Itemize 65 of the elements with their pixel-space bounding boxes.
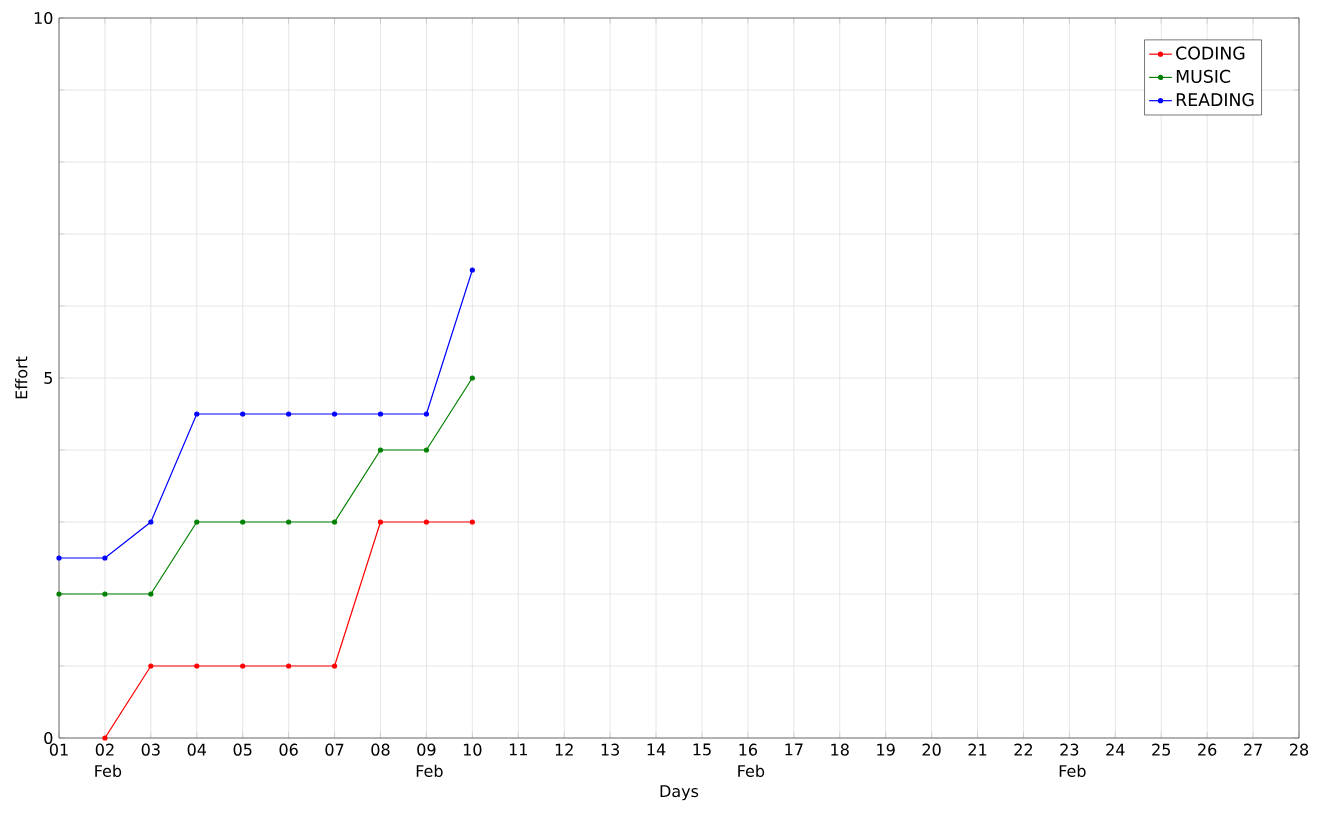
- point: [377, 411, 384, 417]
- point: [377, 519, 384, 525]
- point: [469, 375, 475, 381]
- legend-label: CODING: [1176, 46, 1245, 60]
- point: [56, 591, 62, 597]
- x-tick-label: 07: [325, 743, 344, 756]
- x-tick-label: 21: [968, 743, 987, 756]
- point: [194, 663, 200, 669]
- x-axis-title: Days: [660, 785, 699, 801]
- point: [102, 735, 108, 741]
- point: [286, 663, 292, 669]
- point: [240, 519, 246, 525]
- x-tick-label: 22: [1014, 743, 1033, 756]
- x-tick-label: 03: [141, 743, 160, 756]
- point: [102, 591, 108, 597]
- x-tick-label: 23 Feb: [1059, 743, 1086, 778]
- y-tick-label: 0: [44, 731, 53, 745]
- x-tick-label: 09 Feb: [416, 743, 443, 778]
- point: [240, 663, 246, 669]
- x-tick-label: 15: [693, 743, 711, 756]
- point: [423, 447, 430, 453]
- legend-label: MUSIC: [1176, 69, 1231, 83]
- point: [148, 519, 154, 525]
- x-tick-label: 24: [1106, 743, 1125, 756]
- point: [331, 519, 338, 525]
- point: [286, 411, 292, 417]
- x-tick-label: 02 Feb: [95, 743, 122, 778]
- point: [148, 663, 154, 669]
- point: [423, 519, 430, 525]
- x-tick-label: 17: [785, 743, 803, 756]
- point: [286, 519, 292, 525]
- x-tick-label: 18: [831, 743, 849, 756]
- legend-label: READING: [1176, 93, 1254, 107]
- x-tick-label: 01: [49, 743, 68, 756]
- x-tick-label: 12: [555, 743, 573, 756]
- point: [469, 267, 475, 273]
- x-tick-label: 10: [463, 743, 482, 756]
- point: [331, 411, 338, 417]
- x-tick-label: 14: [647, 743, 666, 756]
- x-tick-label: 04: [187, 743, 207, 756]
- point: [240, 411, 246, 417]
- x-tick-label: 06: [279, 743, 298, 756]
- x-tick-label: 05: [233, 743, 252, 756]
- x-tick-label: 16 Feb: [738, 743, 765, 778]
- x-tick-label: 13: [601, 743, 619, 756]
- x-tick-label: 25: [1152, 743, 1171, 756]
- point: [148, 591, 154, 597]
- point: [377, 447, 384, 453]
- point: [102, 555, 108, 561]
- y-tick-label: 5: [44, 372, 53, 384]
- point: [194, 519, 200, 525]
- x-tick-label: 26: [1198, 743, 1217, 756]
- point: [423, 411, 430, 417]
- y-axis-title: Effort: [15, 356, 28, 399]
- x-tick-label: 19: [877, 743, 895, 756]
- point: [331, 663, 338, 669]
- point: [469, 519, 475, 525]
- x-tick-label: 11: [509, 743, 527, 756]
- y-tick-label: 10: [34, 11, 53, 25]
- point: [194, 411, 200, 417]
- x-tick-label: 08: [371, 743, 390, 756]
- point: [56, 555, 62, 561]
- x-tick-label: 28: [1290, 743, 1309, 756]
- x-tick-label: 27: [1244, 743, 1262, 756]
- x-tick-label: 20: [922, 743, 941, 756]
